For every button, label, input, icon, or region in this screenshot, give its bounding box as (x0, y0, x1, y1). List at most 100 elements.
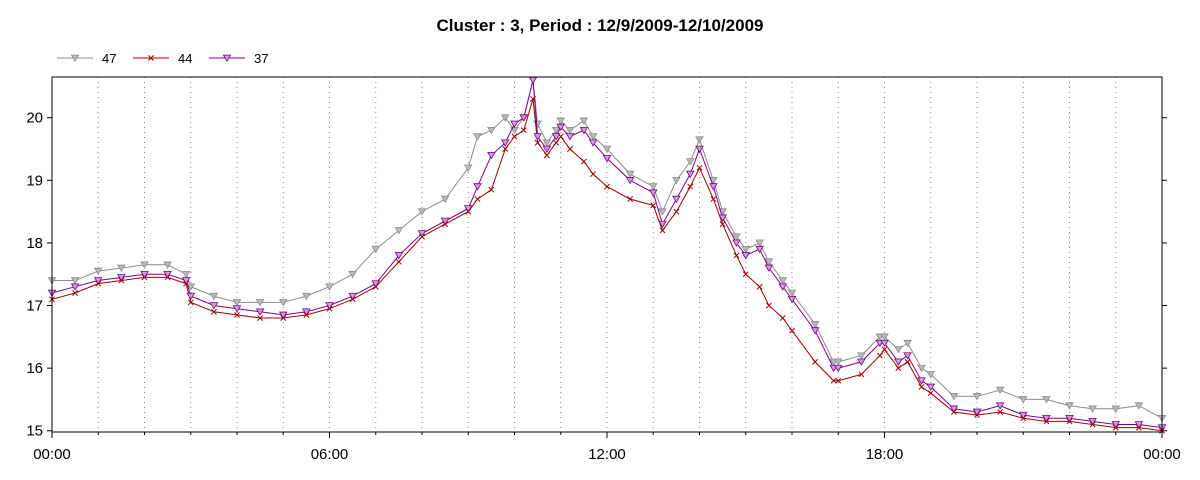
data-point (602, 145, 612, 154)
data-point (918, 383, 925, 390)
data-point (604, 183, 610, 190)
data-point (779, 315, 786, 322)
data-point (463, 205, 473, 213)
data-point (733, 252, 740, 259)
data-point (625, 170, 635, 179)
grid (97, 77, 1117, 432)
data-point (765, 302, 772, 309)
data-point (658, 208, 667, 216)
series-47 (47, 76, 1167, 423)
legend: 47 44 37 (57, 51, 268, 66)
data-point (93, 277, 103, 285)
x-tick-label: 00:00 (1143, 446, 1181, 463)
data-point (580, 158, 587, 165)
data-point (588, 133, 598, 141)
data-point (917, 364, 926, 373)
data-point (1111, 421, 1121, 429)
x-tick-label: 06:00 (311, 446, 349, 463)
x-tick-label: 18:00 (866, 446, 904, 463)
data-point (590, 171, 597, 177)
data-point (533, 133, 542, 141)
data-point (696, 164, 703, 171)
data-point (1065, 414, 1074, 423)
data-point (1018, 411, 1028, 420)
data-point (473, 133, 482, 141)
data-point (210, 308, 217, 315)
data-point (417, 208, 427, 216)
series-line-44 (51, 98, 1163, 432)
data-point (302, 308, 311, 316)
data-point (1134, 421, 1144, 429)
data-point (463, 164, 473, 172)
data-point (732, 239, 741, 247)
data-point (556, 117, 566, 125)
data-point (732, 233, 741, 241)
data-point (627, 196, 634, 203)
data-point (186, 283, 196, 291)
series-line-47 (52, 79, 1163, 419)
data-point (187, 299, 194, 306)
data-point (927, 390, 934, 397)
data-point (542, 145, 552, 154)
data-point (789, 327, 795, 334)
data-point (650, 202, 657, 209)
data-point (778, 277, 788, 285)
series-layer (47, 76, 1167, 434)
data-point (186, 292, 196, 301)
data-point (687, 183, 694, 190)
data-point (302, 292, 311, 301)
data-point (394, 227, 404, 235)
data-point (972, 408, 982, 416)
data-point (500, 114, 510, 122)
data-point (995, 402, 1005, 410)
data-point (926, 371, 936, 379)
data-point (949, 405, 959, 413)
data-point (857, 358, 866, 366)
data-point (880, 333, 889, 341)
data-point (556, 123, 566, 132)
data-point (835, 377, 842, 384)
data-point (625, 177, 635, 185)
data-point (255, 299, 265, 307)
data-point (672, 195, 681, 204)
data-point (551, 133, 561, 141)
data-point (567, 146, 573, 152)
data-point (903, 352, 912, 360)
data-point (695, 136, 704, 144)
chart-title: Cluster : 3, Period : 12/9/2009-12/10/20… (437, 16, 764, 35)
data-point (140, 270, 149, 279)
data-point (395, 258, 402, 265)
data-point (778, 283, 788, 291)
data-point (588, 139, 598, 147)
data-point (756, 283, 763, 290)
data-point (528, 76, 538, 85)
data-point (1088, 418, 1097, 426)
data-point (719, 221, 726, 228)
data-point (579, 126, 589, 135)
series-37 (47, 76, 1167, 432)
data-point (394, 252, 404, 260)
data-point (787, 289, 797, 298)
legend-marker (148, 55, 154, 61)
data-point (510, 120, 519, 128)
data-point (474, 196, 481, 203)
data-point (648, 189, 658, 197)
legend-item-47: 47 (57, 51, 116, 66)
data-point (255, 308, 265, 316)
data-point (551, 126, 561, 135)
data-point (755, 245, 764, 254)
x-tick-label: 00:00 (33, 446, 71, 463)
data-point (894, 358, 903, 366)
data-point (926, 383, 936, 391)
y-tick-label: 20 (26, 110, 43, 127)
data-point (876, 352, 883, 359)
data-point (325, 283, 334, 291)
data-point (1042, 396, 1051, 404)
legend-label: 47 (102, 51, 116, 66)
data-point (117, 264, 126, 272)
data-point (742, 271, 749, 278)
data-point (487, 151, 496, 160)
data-point (257, 315, 264, 322)
series-line-37 (51, 79, 1163, 429)
